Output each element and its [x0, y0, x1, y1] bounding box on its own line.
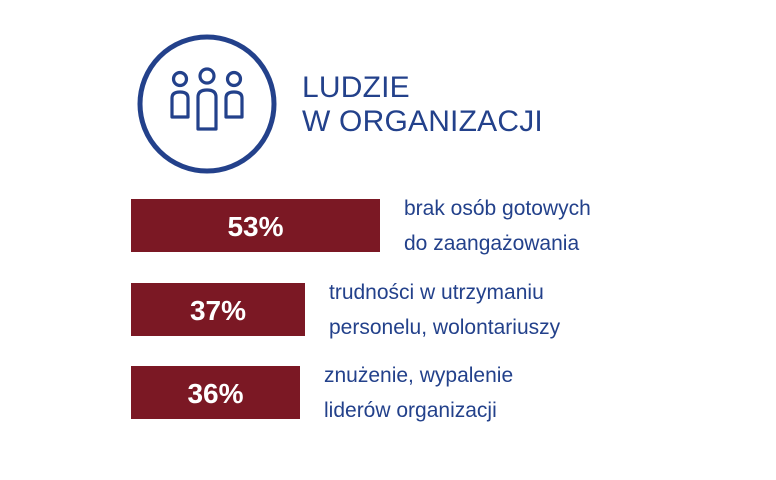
- title-line-1: LUDZIE: [302, 71, 410, 104]
- bar-category-label: brak osób gotowych do zaangażowania: [404, 191, 591, 261]
- page-title: LUDZIE W ORGANIZACJI: [302, 71, 543, 139]
- bar-value-label: 53%: [227, 210, 284, 242]
- bar-1: 53%: [131, 199, 380, 252]
- category-label-line: brak osób gotowych: [404, 197, 591, 220]
- bar-3: 36%: [131, 366, 300, 419]
- bar-category-label: trudności w utrzymaniu personelu, wolonta…: [329, 275, 560, 345]
- people-group-icon: [137, 34, 277, 174]
- bar-value-label: 37%: [189, 294, 247, 326]
- bar-value-label: 36%: [187, 377, 244, 409]
- category-label-line: do zaangażowania: [404, 232, 580, 255]
- category-label-line: personelu, wolontariuszy: [329, 316, 561, 339]
- bar-category-label: znużenie, wypalenie liderów organizacji: [324, 358, 513, 428]
- category-label-line: trudności w utrzymaniu: [329, 281, 544, 304]
- category-label-line: znużenie, wypalenie: [324, 364, 514, 387]
- title-line-2: W ORGANIZACJI: [302, 105, 543, 138]
- bar-2: 37%: [131, 283, 305, 336]
- category-label-line: liderów organizacji: [324, 399, 497, 422]
